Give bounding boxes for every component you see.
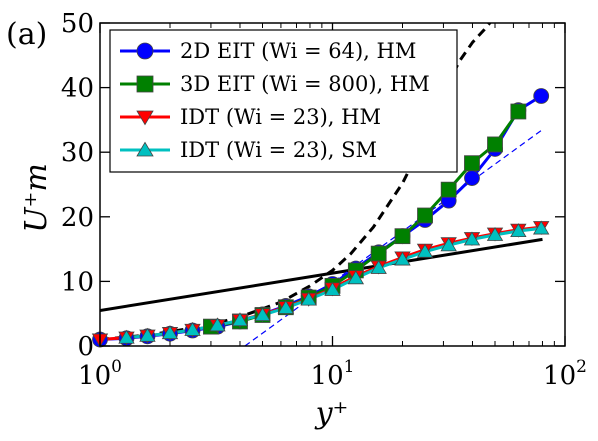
data-point: [486, 226, 504, 241]
data-point: [139, 327, 156, 342]
legend-label: 3D EIT (Wi = 800), HM: [180, 72, 430, 96]
reference-line-3: [244, 129, 543, 346]
data-point: [487, 136, 503, 153]
data-point: [184, 321, 201, 336]
y-tick-label: 20: [61, 203, 94, 233]
data-point: [347, 270, 365, 285]
data-point: [440, 237, 457, 252]
reference-line-1: [100, 237, 543, 312]
legend-marker: [136, 42, 154, 60]
data-point: [510, 103, 527, 120]
panel-label: (a): [6, 17, 47, 52]
data-point: [324, 281, 341, 296]
series-markers: [91, 88, 550, 348]
data-point: [533, 88, 550, 104]
legend-label: IDT (Wi = 23), SM: [180, 138, 377, 162]
data-point: [161, 325, 179, 340]
data-point: [394, 251, 411, 266]
data-point: [118, 329, 135, 344]
data-point: [510, 223, 527, 238]
y-tick-label: 10: [61, 267, 94, 297]
y-tick-label: 0: [77, 332, 94, 362]
x-tick-label: 100: [78, 357, 122, 391]
data-point: [254, 307, 271, 322]
data-point: [370, 245, 387, 262]
legend-marker: [136, 75, 154, 93]
data-point: [209, 317, 226, 332]
x-axis-label: y⁺: [314, 396, 349, 431]
data-point: [277, 299, 295, 314]
x-tick-label: 101: [311, 357, 355, 391]
x-tick-label: 102: [543, 357, 587, 391]
y-tick-label: 30: [61, 138, 94, 168]
y-tick-label: 50: [61, 9, 94, 39]
data-point: [416, 243, 434, 258]
data-point: [440, 181, 457, 198]
legend-frame: [109, 29, 458, 173]
legend-marker: [136, 110, 154, 126]
data-point: [532, 220, 550, 235]
legend-label: IDT (Wi = 23), HM: [180, 105, 381, 129]
data-point: [464, 170, 480, 186]
data-point: [463, 231, 481, 246]
legend-label: 2D EIT (Wi = 64), HM: [180, 39, 416, 63]
legend: 2D EIT (Wi = 64), HM 3D EIT (Wi = 800), H…: [109, 29, 458, 173]
data-point: [394, 228, 411, 245]
legend-marker: [136, 141, 154, 157]
data-point: [417, 207, 433, 224]
data-point: [300, 291, 317, 306]
data-point: [370, 259, 387, 274]
axis-ticks: [99, 22, 566, 347]
data-point: [464, 155, 480, 172]
data-point: [231, 312, 249, 327]
y-tick-label: 40: [61, 74, 94, 104]
y-axis-label: U⁺m: [19, 163, 54, 233]
